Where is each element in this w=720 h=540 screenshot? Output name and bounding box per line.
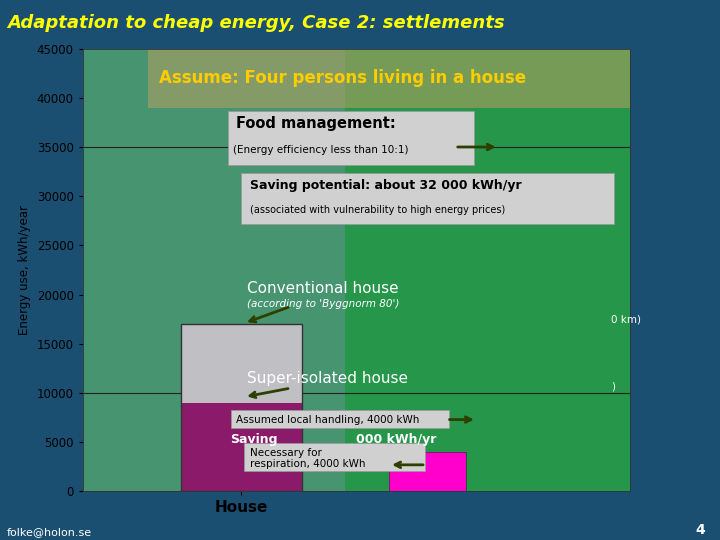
Text: 4: 4 — [696, 523, 706, 537]
Y-axis label: Energy use, kWh/year: Energy use, kWh/year — [18, 205, 31, 335]
Bar — [148, 49, 630, 107]
Text: Food management:: Food management: — [236, 116, 396, 131]
FancyBboxPatch shape — [228, 111, 474, 165]
Bar — [83, 49, 346, 491]
Text: 0 km): 0 km) — [611, 314, 641, 324]
Text: Assumed local handling, 4000 kWh: Assumed local handling, 4000 kWh — [236, 415, 419, 424]
Text: Saving potential: about 32 000 kWh/yr: Saving potential: about 32 000 kWh/yr — [250, 179, 521, 192]
Text: ): ) — [611, 381, 615, 391]
Bar — [181, 403, 302, 491]
FancyBboxPatch shape — [244, 443, 425, 471]
Text: respiration, 4000 kWh: respiration, 4000 kWh — [250, 459, 365, 469]
Text: (associated with vulnerability to high energy prices): (associated with vulnerability to high e… — [250, 205, 505, 215]
Text: Necessary for: Necessary for — [250, 448, 322, 458]
Text: folke@holon.se: folke@holon.se — [7, 527, 92, 537]
Text: Saving: Saving — [230, 433, 278, 446]
FancyBboxPatch shape — [241, 173, 613, 224]
Text: 000 kWh/yr: 000 kWh/yr — [356, 433, 437, 446]
FancyBboxPatch shape — [230, 410, 449, 428]
Text: Adaptation to cheap energy, Case 2: settlements: Adaptation to cheap energy, Case 2: sett… — [7, 14, 505, 31]
Bar — [181, 324, 302, 491]
Text: Assume: Four persons living in a house: Assume: Four persons living in a house — [159, 69, 526, 87]
Text: (Energy efficiency less than 10:1): (Energy efficiency less than 10:1) — [233, 145, 409, 155]
Text: (according to 'Byggnorm 80'): (according to 'Byggnorm 80') — [247, 299, 400, 309]
Bar — [390, 452, 466, 491]
Text: Conventional house: Conventional house — [247, 281, 399, 295]
Bar — [181, 324, 302, 403]
Bar — [390, 452, 466, 491]
Text: Super-isolated house: Super-isolated house — [247, 371, 408, 386]
